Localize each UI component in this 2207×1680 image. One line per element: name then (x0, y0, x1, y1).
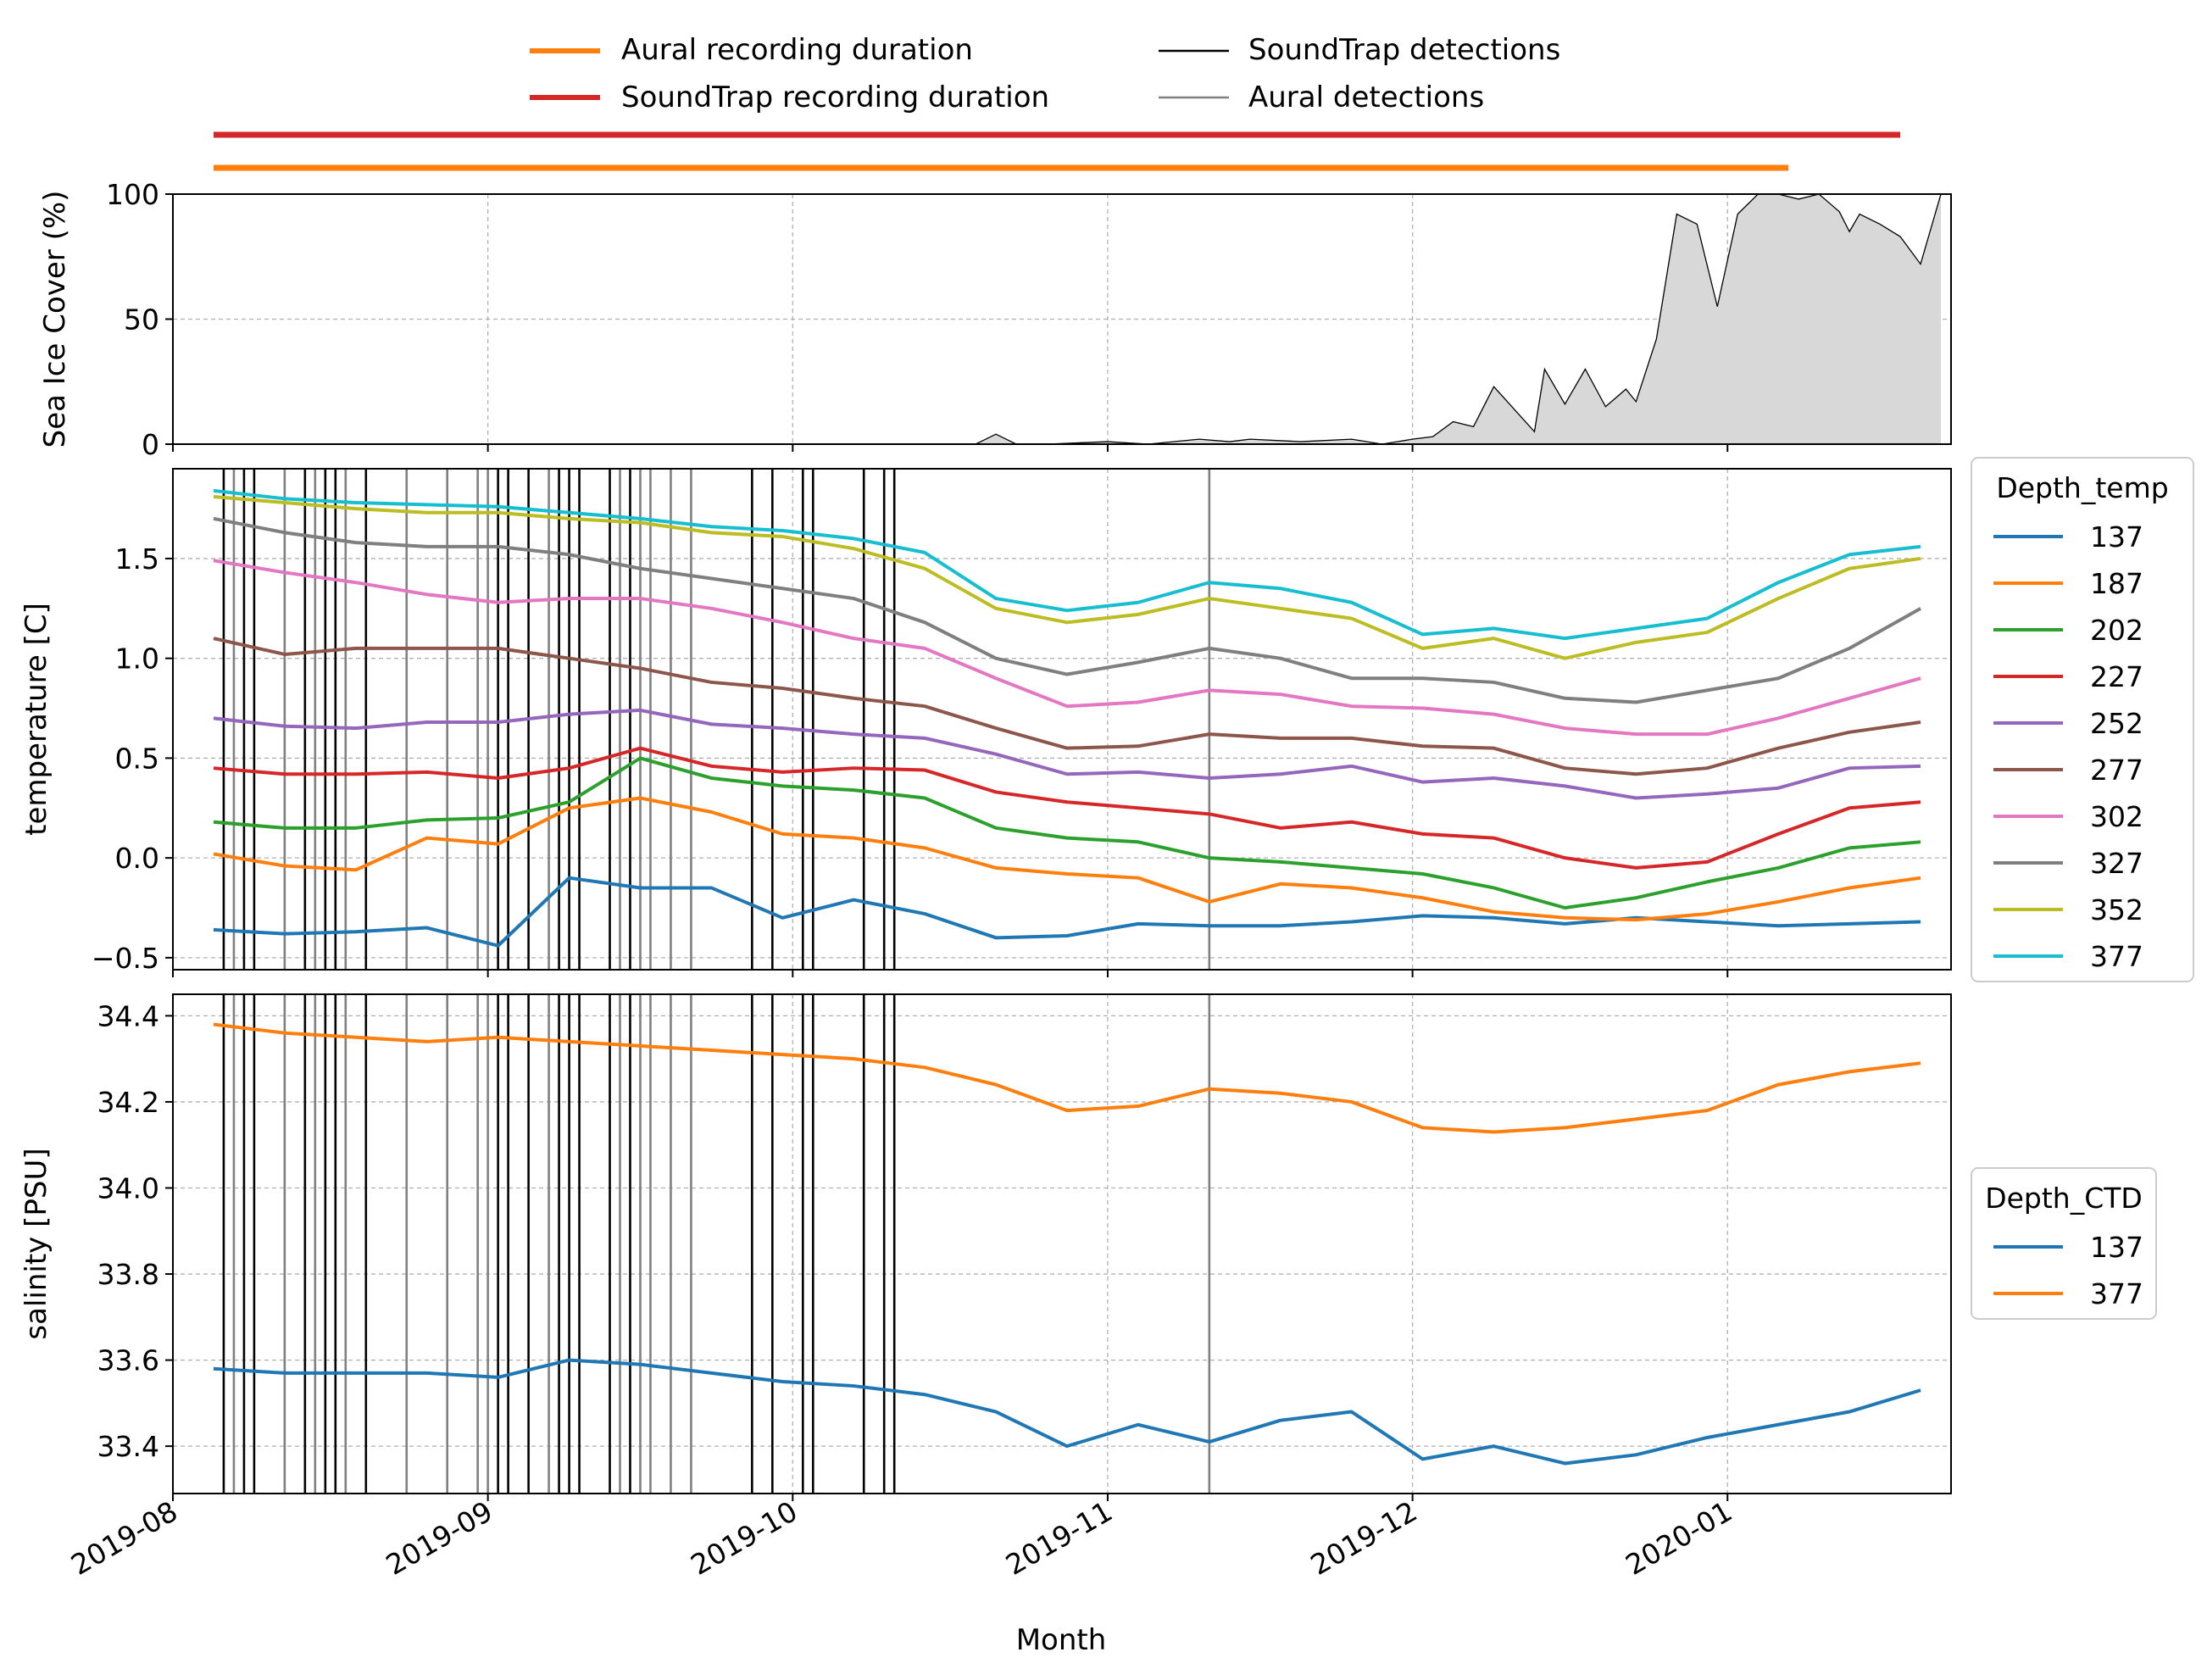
x-tick-label: 2019-11 (1000, 1494, 1118, 1582)
legend-label-377: 377 (2090, 1277, 2143, 1310)
legend-label-377: 377 (2090, 940, 2143, 973)
legend-label-soundtrap-detections: SoundTrap detections (1248, 33, 1560, 67)
recording-duration-bars (213, 131, 1901, 171)
legend-label-327: 327 (2090, 847, 2143, 880)
depth-temp-legend-title: Depth_temp (1996, 471, 2168, 504)
y-tick-label: 33.8 (97, 1258, 159, 1291)
x-axis-label: Month (1016, 1623, 1107, 1657)
legend-label-352: 352 (2090, 893, 2143, 926)
y-tick-label: 33.6 (97, 1344, 159, 1377)
series-line-227 (213, 746, 1921, 870)
series-line-352 (213, 494, 1921, 660)
series-line-377 (213, 488, 1921, 641)
sea-ice-panel: 0 50 100 Sea Ice Cover (%) (38, 178, 1952, 461)
legend-label-227: 227 (2090, 660, 2143, 693)
y-tick-label: −0.5 (92, 942, 159, 975)
sea-ice-area (173, 194, 1942, 444)
legend-label-aural-detections: Aural detections (1248, 81, 1484, 114)
depth-ctd-legend-box (1971, 1167, 2157, 1320)
series-line-187 (213, 796, 1921, 922)
depth-ctd-legend-title: Depth_CTD (1985, 1182, 2143, 1215)
series-line-377 (213, 1022, 1921, 1134)
legend-label-187: 187 (2090, 567, 2143, 600)
x-tick-label: 2020-01 (1620, 1494, 1737, 1582)
y-tick-label: 34.4 (97, 999, 159, 1032)
y-tick-label: 0.5 (115, 742, 159, 775)
legend-label-aural-duration: Aural recording duration (621, 33, 973, 67)
legend-label-252: 252 (2090, 707, 2143, 740)
series-line-137 (213, 1358, 1921, 1466)
series-line-137 (213, 876, 1921, 948)
y-tick-label: 0 (142, 428, 159, 461)
series-line-277 (213, 637, 1921, 776)
top-legend: Aural recording duration SoundTrap recor… (530, 33, 1560, 114)
temperature-ylabel: temperature [C] (19, 603, 53, 836)
y-tick-label: 0.0 (115, 842, 159, 875)
y-tick-label: 50 (124, 303, 159, 337)
legend-label-277: 277 (2090, 754, 2143, 787)
temperature-panel: −0.5 0.0 0.5 1.0 1.5 temperature [C] (19, 468, 1952, 977)
salinity-ylabel: salinity [PSU] (19, 1148, 53, 1339)
series-line-327 (213, 516, 1922, 704)
y-tick-label: 100 (106, 178, 159, 211)
y-tick-label: 34.0 (97, 1171, 159, 1204)
depth-ctd-legend: Depth_CTD 137 377 (1971, 1167, 2157, 1320)
legend-label-302: 302 (2090, 800, 2143, 833)
depth-temp-legend: Depth_temp 137 187 202 227 252 277 302 327 352 377 (1971, 457, 2194, 982)
plot-frame (172, 468, 1952, 971)
x-tick-label: 2019-08 (65, 1494, 183, 1582)
salinity-panel: 33.4 33.6 33.8 34.0 34.2 34.4 salinity [PSU] (19, 993, 1952, 1501)
legend-label-202: 202 (2090, 614, 2143, 647)
sea-ice-ylabel: Sea Ice Cover (%) (38, 191, 72, 448)
y-tick-label: 1.0 (115, 643, 159, 676)
series-line-202 (213, 756, 1921, 910)
x-tick-label: 2019-09 (381, 1494, 498, 1582)
legend-label-soundtrap-duration: SoundTrap recording duration (621, 81, 1049, 114)
sea-ice-line (173, 193, 1942, 445)
x-tick-label: 2019-10 (685, 1494, 803, 1582)
legend-label-137: 137 (2090, 1231, 2143, 1264)
legend-label-137: 137 (2090, 520, 2143, 554)
plot-frame (172, 993, 1952, 1494)
y-tick-label: 34.2 (97, 1086, 159, 1119)
x-tick-label: 2019-12 (1305, 1494, 1423, 1582)
series-line-302 (213, 559, 1921, 737)
series-line-252 (213, 708, 1921, 800)
y-tick-label: 1.5 (115, 542, 159, 576)
depth-temp-legend-box (1971, 457, 2194, 982)
y-tick-label: 33.4 (97, 1430, 159, 1463)
x-tick-labels: 2019-08 2019-09 2019-10 2019-11 2019-12 2020-… (65, 1494, 1737, 1582)
